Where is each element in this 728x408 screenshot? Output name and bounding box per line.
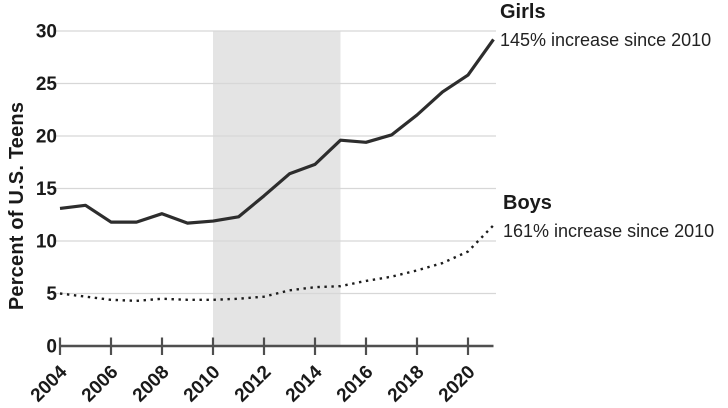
x-axis-ticks [58,337,470,355]
y-tick-label: 30 [36,22,57,43]
x-tick-label: 2012 [231,362,276,407]
girls-annotation: Girls 145% increase since 2010 [500,1,711,50]
girls-series-label: Girls [500,1,546,23]
y-tick-label: 20 [36,127,57,148]
x-tick-labels: 2004 2006 2008 2010 2012 2014 2016 2018 2020 [27,361,480,406]
y-tick-label: 15 [36,179,58,200]
y-axis-title: Percent of U.S. Teens [6,101,28,311]
x-tick-label: 2004 [27,361,72,406]
y-tick-labels: 0 5 10 15 20 25 30 [36,22,58,358]
boys-series-label: Boys [503,192,552,214]
x-tick-label: 2010 [180,362,225,407]
boys-annotation: Boys 161% increase since 2010 [503,192,714,241]
x-tick-label: 2014 [282,361,327,406]
gridlines [54,30,496,295]
boys-line [59,224,495,303]
y-tick-label: 0 [46,337,57,358]
y-tick-label: 10 [36,232,57,253]
x-tick-label: 2006 [78,362,123,407]
x-tick-label: 2018 [384,362,429,407]
y-tick-label: 5 [46,284,57,305]
x-tick-label: 2008 [129,362,174,407]
girls-line [59,38,495,225]
boys-increase-note: 161% increase since 2010 [503,221,715,241]
x-tick-label: 2020 [435,362,480,407]
girls-increase-note: 145% increase since 2010 [500,30,712,50]
y-tick-label: 25 [36,74,58,95]
x-tick-label: 2016 [333,362,378,407]
